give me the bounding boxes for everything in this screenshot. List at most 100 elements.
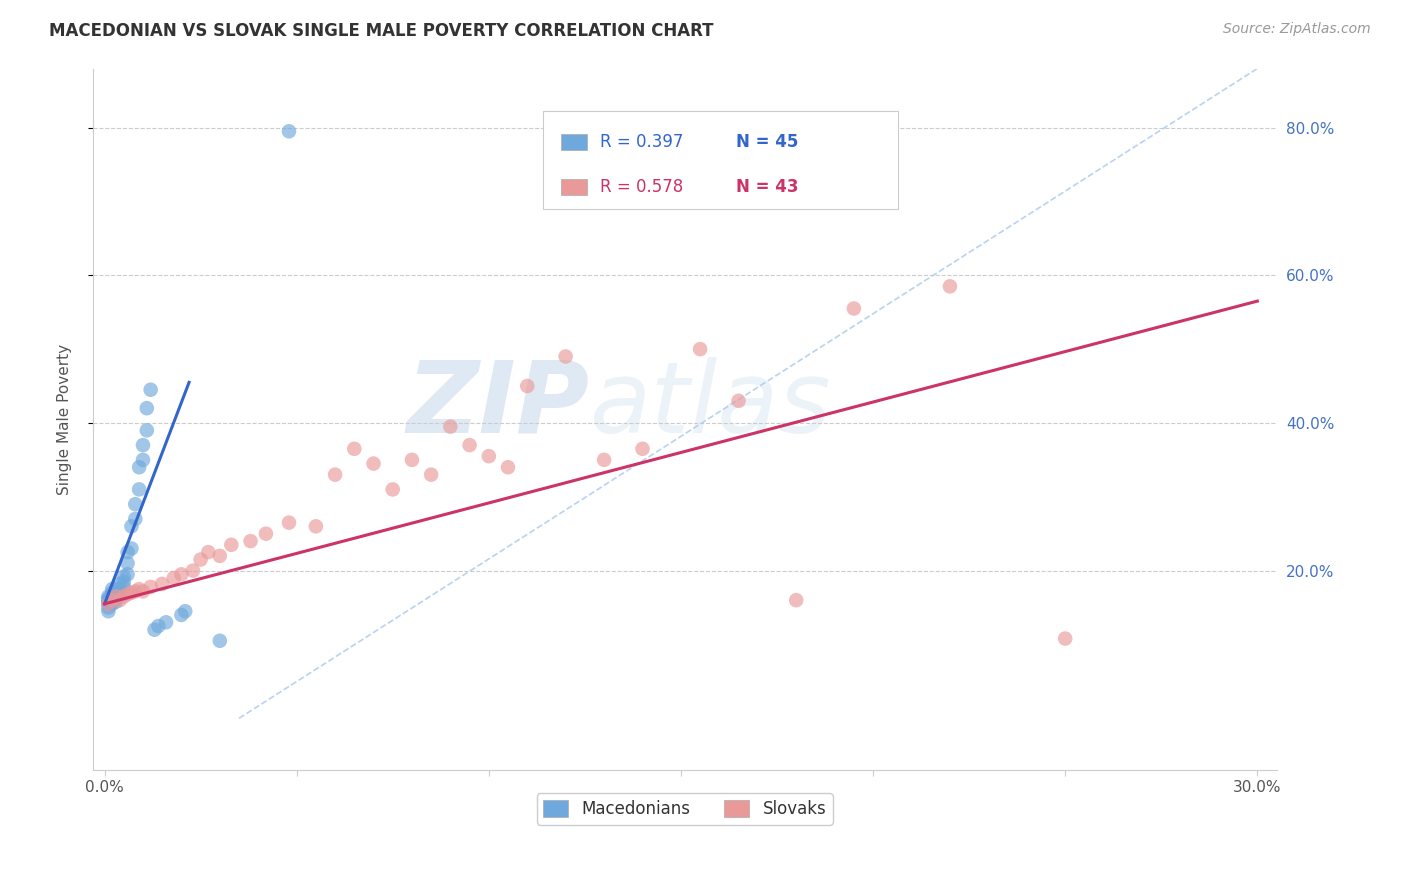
- Point: [221, 538, 243, 552]
- Point: [363, 457, 385, 471]
- Point: [785, 593, 807, 607]
- Point: [105, 591, 128, 606]
- Point: [105, 594, 128, 608]
- Point: [124, 497, 146, 511]
- Point: [478, 449, 501, 463]
- Point: [190, 552, 212, 566]
- Point: [278, 124, 301, 138]
- Point: [155, 615, 177, 630]
- Point: [554, 350, 576, 364]
- FancyBboxPatch shape: [561, 135, 586, 150]
- Point: [939, 279, 962, 293]
- Point: [101, 582, 124, 596]
- Point: [420, 467, 443, 482]
- Point: [120, 586, 142, 600]
- Point: [148, 619, 170, 633]
- Point: [139, 580, 162, 594]
- Point: [128, 483, 150, 497]
- Point: [496, 460, 519, 475]
- Point: [132, 584, 155, 599]
- Point: [124, 584, 146, 599]
- Point: [381, 483, 404, 497]
- Point: [97, 591, 120, 606]
- Point: [401, 453, 423, 467]
- Point: [208, 633, 231, 648]
- Point: [128, 460, 150, 475]
- Legend: Macedonians, Slovaks: Macedonians, Slovaks: [537, 793, 832, 825]
- Point: [112, 590, 135, 604]
- Point: [105, 590, 128, 604]
- Point: [117, 556, 139, 570]
- Text: N = 43: N = 43: [735, 178, 799, 196]
- Point: [97, 597, 120, 611]
- Point: [128, 582, 150, 596]
- Text: ZIP: ZIP: [408, 357, 591, 454]
- Point: [593, 453, 616, 467]
- Point: [174, 604, 197, 618]
- Point: [112, 574, 135, 589]
- Point: [135, 401, 157, 416]
- Point: [117, 545, 139, 559]
- Point: [97, 600, 120, 615]
- Point: [108, 593, 131, 607]
- Point: [458, 438, 481, 452]
- Point: [117, 567, 139, 582]
- Point: [727, 393, 749, 408]
- Point: [139, 383, 162, 397]
- Point: [170, 567, 193, 582]
- Point: [105, 587, 128, 601]
- Point: [101, 597, 124, 611]
- Point: [101, 590, 124, 604]
- Point: [101, 593, 124, 607]
- Point: [343, 442, 366, 456]
- Point: [112, 580, 135, 594]
- Point: [170, 607, 193, 622]
- Point: [439, 419, 461, 434]
- Point: [132, 438, 155, 452]
- Point: [305, 519, 328, 533]
- Point: [105, 590, 128, 604]
- FancyBboxPatch shape: [561, 179, 586, 195]
- Point: [124, 512, 146, 526]
- Point: [516, 379, 538, 393]
- Point: [97, 597, 120, 611]
- Point: [132, 453, 155, 467]
- Point: [97, 593, 120, 607]
- Point: [143, 623, 166, 637]
- Point: [108, 587, 131, 601]
- Point: [101, 593, 124, 607]
- Point: [163, 571, 186, 585]
- Point: [323, 467, 346, 482]
- Point: [689, 342, 711, 356]
- Point: [842, 301, 865, 316]
- Point: [105, 582, 128, 596]
- Point: [117, 587, 139, 601]
- Point: [105, 584, 128, 599]
- Point: [135, 423, 157, 437]
- Point: [239, 534, 262, 549]
- Point: [631, 442, 654, 456]
- Point: [150, 577, 173, 591]
- Point: [97, 590, 120, 604]
- Text: R = 0.397: R = 0.397: [599, 133, 683, 151]
- Point: [97, 594, 120, 608]
- Point: [120, 519, 142, 533]
- Text: MACEDONIAN VS SLOVAK SINGLE MALE POVERTY CORRELATION CHART: MACEDONIAN VS SLOVAK SINGLE MALE POVERTY…: [49, 22, 714, 40]
- Point: [254, 526, 277, 541]
- Point: [97, 604, 120, 618]
- Point: [1054, 632, 1077, 646]
- Point: [101, 586, 124, 600]
- Text: Source: ZipAtlas.com: Source: ZipAtlas.com: [1223, 22, 1371, 37]
- Text: atlas: atlas: [591, 357, 832, 454]
- Text: R = 0.578: R = 0.578: [599, 178, 683, 196]
- Point: [208, 549, 231, 563]
- Point: [278, 516, 301, 530]
- Point: [120, 541, 142, 556]
- Point: [181, 564, 204, 578]
- FancyBboxPatch shape: [543, 111, 898, 209]
- Point: [112, 569, 135, 583]
- Point: [108, 577, 131, 591]
- Point: [108, 582, 131, 596]
- Text: N = 45: N = 45: [735, 133, 799, 151]
- Y-axis label: Single Male Poverty: Single Male Poverty: [58, 343, 72, 495]
